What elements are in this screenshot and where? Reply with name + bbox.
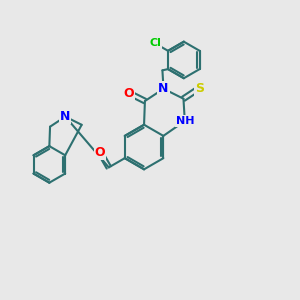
Text: Cl: Cl (149, 38, 161, 48)
Text: NH: NH (176, 116, 194, 126)
Text: N: N (60, 110, 70, 123)
Text: O: O (124, 87, 134, 100)
Text: O: O (95, 146, 106, 159)
Text: S: S (195, 82, 204, 94)
Text: N: N (158, 82, 169, 95)
